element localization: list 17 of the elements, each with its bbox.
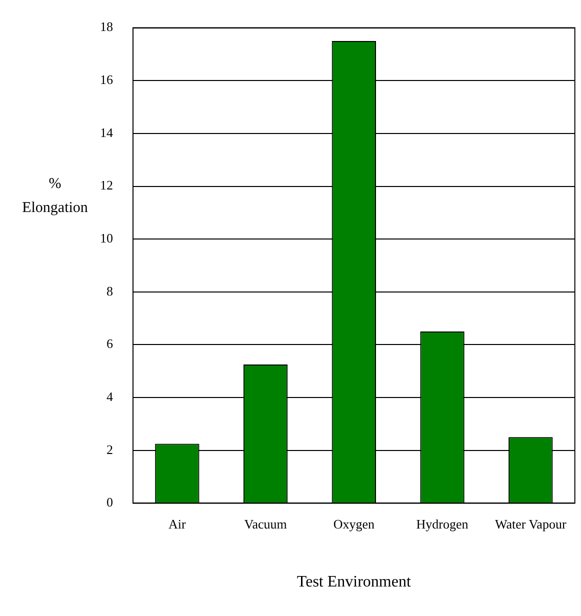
y-tick-label: 14	[100, 124, 114, 140]
y-tick-label: 10	[100, 230, 113, 246]
y-tick-label: 0	[106, 494, 113, 510]
x-tick-label: Hydrogen	[416, 516, 469, 532]
y-tick-label: 2	[106, 442, 113, 457]
x-tick-label: Vacuum	[244, 516, 287, 532]
y-tick-label: 16	[100, 72, 114, 88]
y-tick-label: 6	[106, 336, 114, 352]
x-tick-label: Water Vapour	[495, 516, 567, 532]
y-tick-label: 12	[100, 178, 113, 193]
x-tick-label: Air	[168, 516, 187, 532]
y-axis-title: % Elongation	[22, 176, 88, 216]
y-tick-label: 18	[100, 19, 113, 34]
y-tick-label: 4	[106, 388, 114, 404]
x-tick-label: Oxygen	[333, 516, 375, 532]
x-axis-title: Test Environment	[296, 574, 412, 591]
y-tick-label: 8	[106, 283, 113, 298]
